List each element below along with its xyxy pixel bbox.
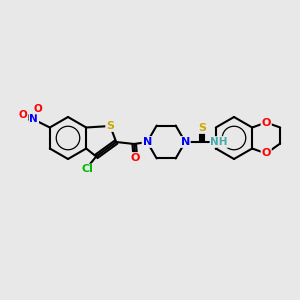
- Text: O: O: [262, 118, 271, 128]
- Text: S: S: [106, 121, 114, 131]
- Text: O: O: [262, 148, 271, 158]
- Text: S: S: [198, 123, 206, 133]
- Text: Cl: Cl: [81, 164, 93, 175]
- Text: N: N: [142, 137, 152, 147]
- Text: N: N: [181, 137, 190, 147]
- Text: O: O: [18, 110, 27, 121]
- Text: NH: NH: [210, 137, 228, 147]
- Text: O: O: [33, 103, 42, 113]
- Text: N: N: [29, 115, 38, 124]
- Text: O: O: [130, 153, 140, 163]
